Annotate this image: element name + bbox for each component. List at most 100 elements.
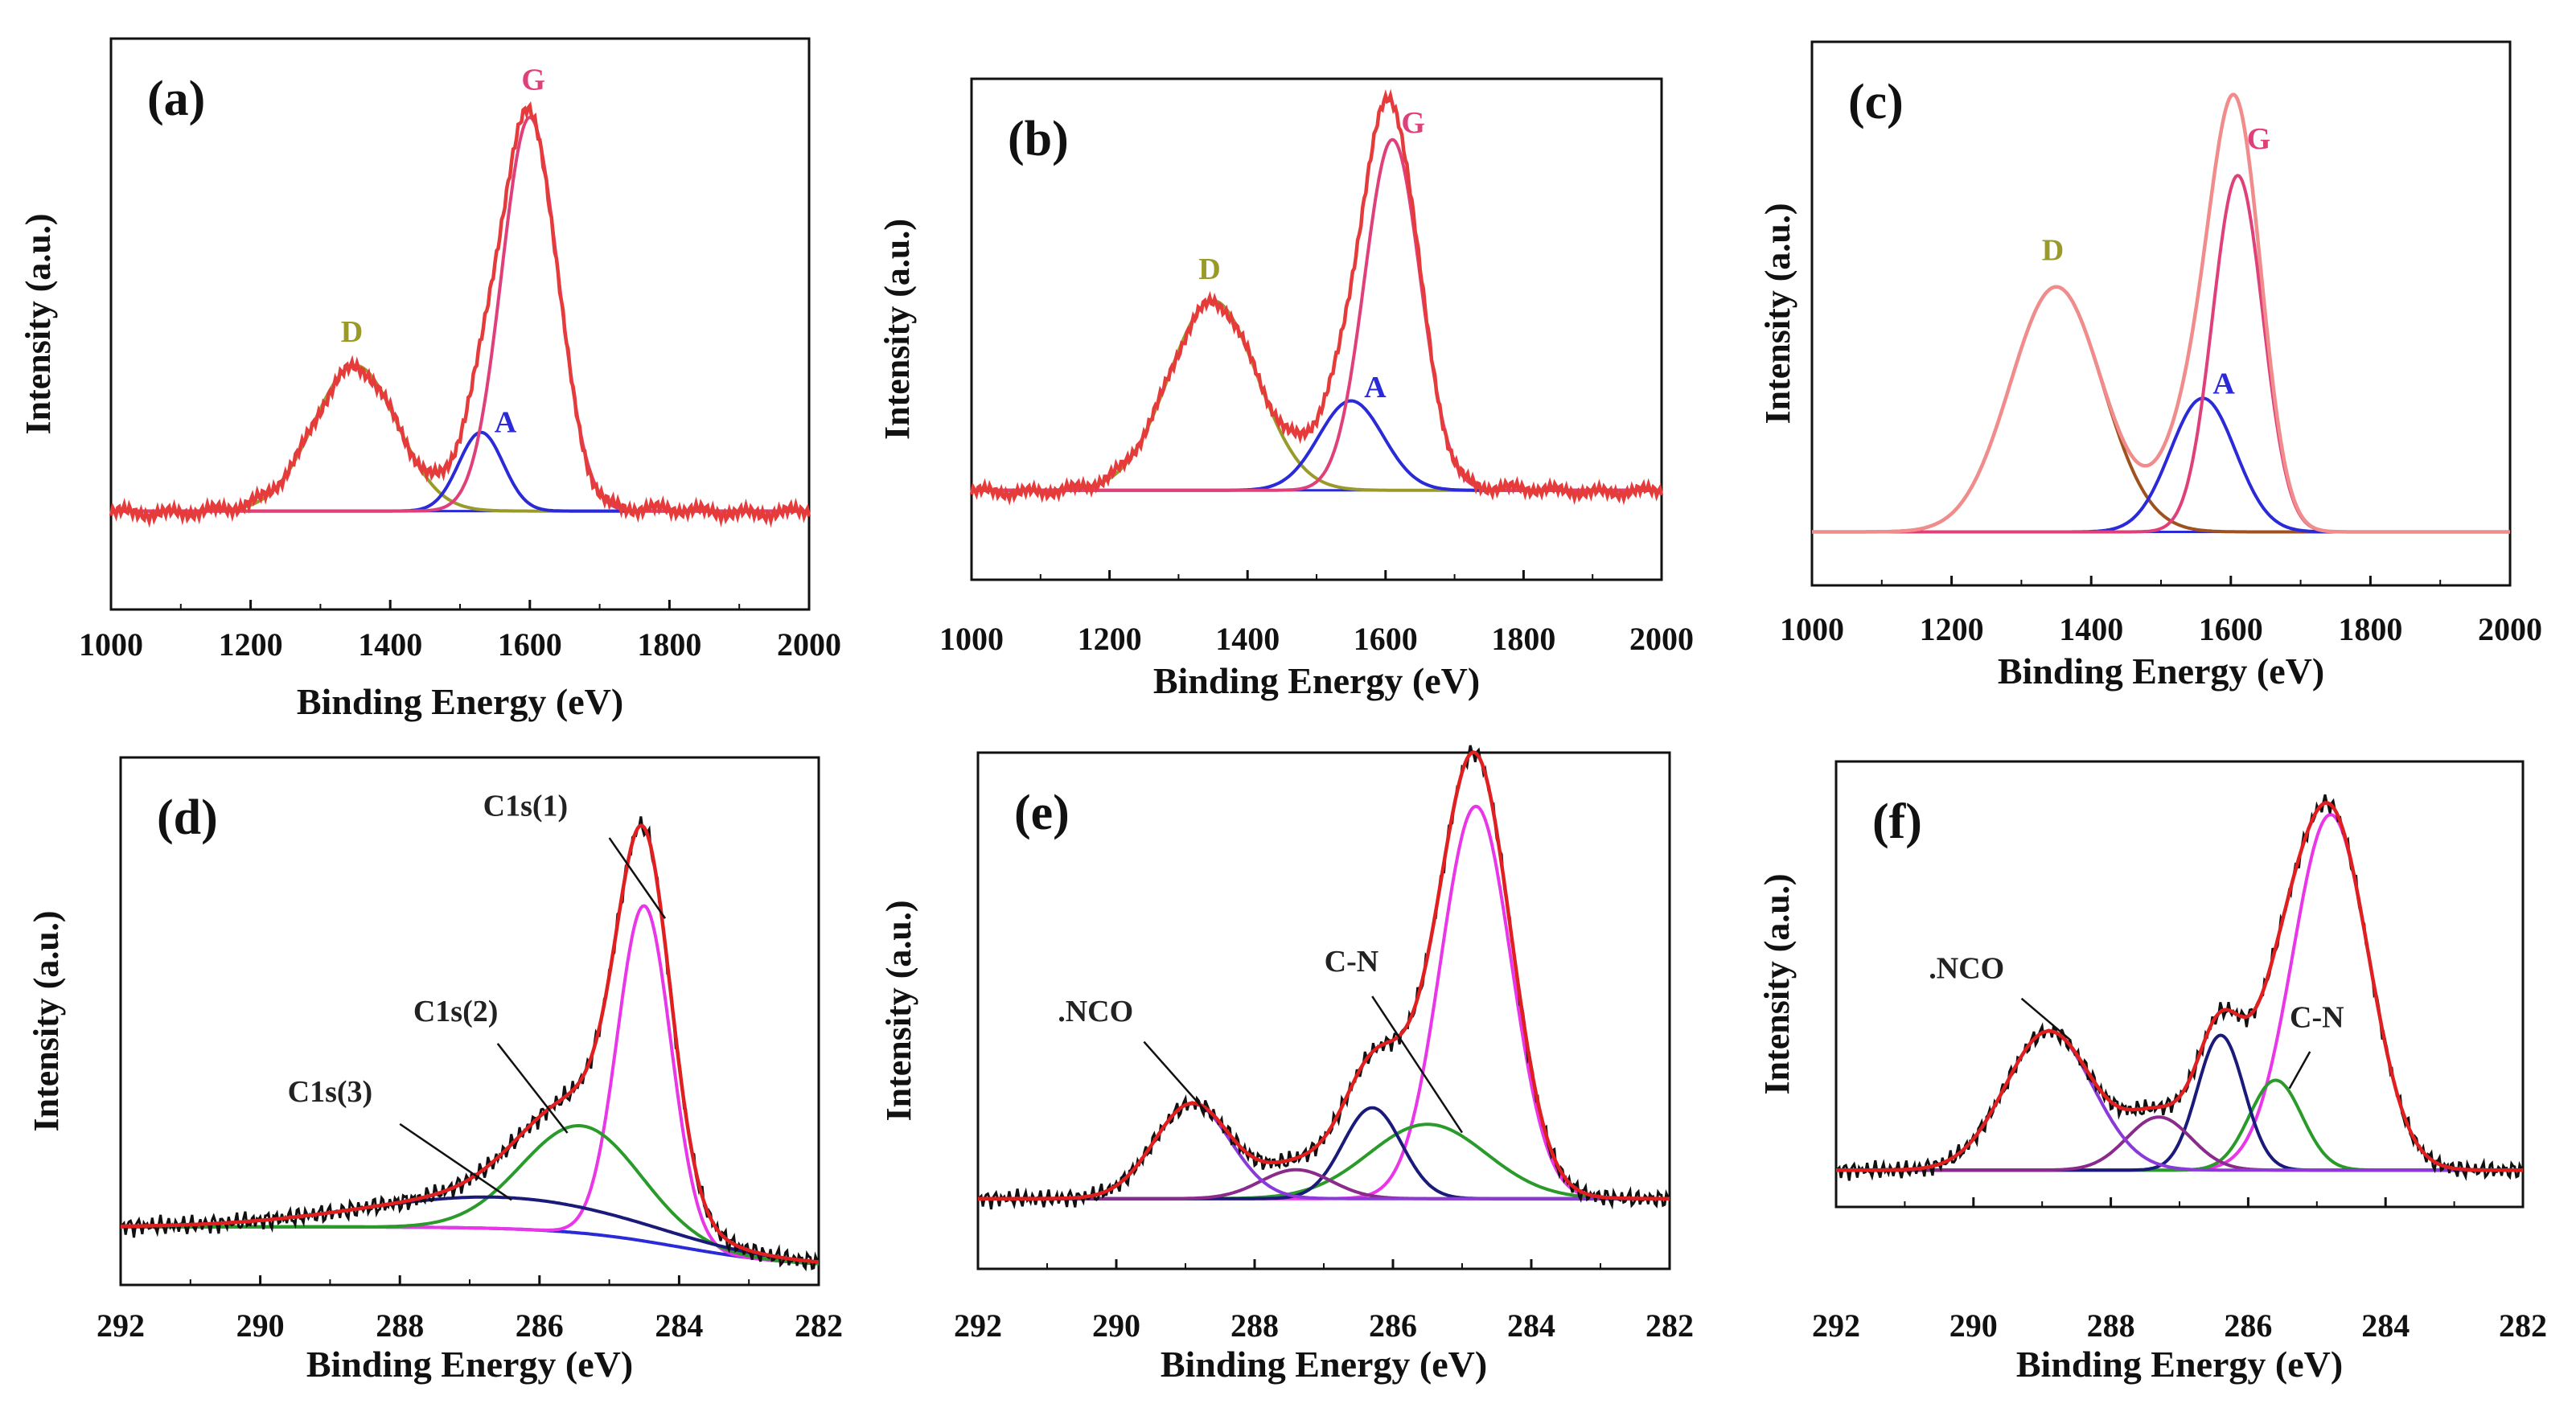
y-axis-label: Intensity (a.u.) [877, 219, 917, 440]
x-axis-label: Binding Energy (eV) [306, 1344, 633, 1385]
plot-frame [1810, 40, 2512, 587]
x-tick-label: 290 [1092, 1307, 1140, 1344]
x-tick-label: 1800 [2338, 611, 2402, 647]
curves [120, 816, 820, 1272]
curves [109, 101, 811, 528]
x-tick-label: 2000 [1629, 621, 1694, 657]
annotation-leader [496, 1043, 569, 1134]
x-axis-label: Binding Energy (eV) [2016, 1344, 2343, 1385]
peak-label: C1s(1) [483, 789, 569, 823]
x-tick-label: 286 [516, 1307, 564, 1344]
raw-data-line [1835, 794, 2525, 1181]
raw-data-line [120, 816, 820, 1272]
envelope-line [121, 823, 820, 1264]
peak-label: D [1198, 252, 1220, 286]
panel-a: 1000 1200 1400 1600 1800 2000 Binding Energy (… [18, 37, 841, 722]
y-axis-label: Intensity (a.u.) [1758, 203, 1797, 424]
x-tick-label: 1000 [1780, 611, 1844, 647]
x-tick-label: 1800 [1491, 621, 1555, 657]
peak-d [972, 298, 1662, 492]
x-tick-label: 1600 [1354, 621, 1418, 657]
x-tick-label: 1200 [219, 626, 283, 663]
envelope-line [969, 88, 1664, 506]
panel-d: 292 290 288 286 284 282 Binding Energy (eV) Int… [27, 756, 843, 1385]
x-tick-label: 1400 [1215, 621, 1280, 657]
panel-label: (e) [1014, 786, 1070, 840]
peak-g [111, 115, 809, 513]
envelope-line [978, 750, 1670, 1201]
panel-label: (c) [1848, 75, 1904, 129]
annotation-leader [399, 1123, 512, 1201]
curves [977, 745, 1671, 1210]
curves [1812, 92, 2510, 534]
x-tick-label: 2000 [2478, 611, 2542, 647]
annotation-leader [1371, 995, 1464, 1134]
peak-label: C-N [2290, 1000, 2344, 1034]
y-axis-label: Intensity (a.u.) [879, 900, 918, 1121]
peak-label: A [495, 406, 517, 440]
x-tick-label: 1000 [939, 621, 1004, 657]
panel-label: (f) [1872, 794, 1922, 849]
annotation-leader [1143, 1040, 1207, 1113]
x-tick-label: 1600 [498, 626, 562, 663]
x-tick-label: 292 [97, 1307, 145, 1344]
peak-c1 [1836, 813, 2523, 1172]
panel-label: (a) [147, 72, 205, 126]
x-tick-label: 290 [236, 1307, 285, 1344]
peak-a [111, 430, 809, 513]
annotation-leader [2288, 1051, 2311, 1090]
y-axis-label: Intensity (a.u.) [18, 213, 58, 434]
x-tick-label: 1400 [2059, 611, 2123, 647]
envelope-line [109, 101, 811, 528]
panel-b: 1000 1200 1400 1600 1800 2000 Binding Energy (… [877, 77, 1694, 701]
x-tick-label: 2000 [777, 626, 841, 663]
peak-label: .NCO [1929, 951, 2004, 985]
x-tick-label: 284 [2361, 1307, 2410, 1344]
peak-label: A [1364, 371, 1387, 404]
x-tick-label: 288 [2087, 1307, 2135, 1344]
peak-label: C1s(2) [413, 995, 499, 1028]
x-tick-label: 282 [1645, 1307, 1694, 1344]
peak-d [1812, 285, 2510, 534]
x-tick-label: 284 [1507, 1307, 1555, 1344]
envelope-line [1836, 801, 2523, 1172]
peak-label: D [341, 315, 363, 349]
y-axis-label: Intensity (a.u.) [27, 910, 66, 1131]
peak-label: D [2042, 234, 2064, 268]
x-tick-label: 282 [795, 1307, 843, 1344]
x-tick-label: 286 [1369, 1307, 1417, 1344]
x-tick-label: 288 [376, 1307, 424, 1344]
panel-e: 292 290 288 286 284 282 Binding Energy (eV) Int… [879, 745, 1694, 1385]
peak-label: C1s(3) [288, 1075, 373, 1109]
peak-label: C-N [1325, 945, 1379, 979]
x-tick-label: 1600 [2199, 611, 2263, 647]
panel-label: (b) [1008, 112, 1069, 166]
peak-label: G [2247, 122, 2271, 156]
raw-data-line [977, 745, 1671, 1210]
x-tick-label: 292 [1812, 1307, 1860, 1344]
plot-frame [970, 77, 1663, 581]
x-tick-label: 290 [1949, 1307, 1998, 1344]
peak-label: G [521, 64, 545, 97]
x-axis-label: Binding Energy (eV) [1153, 660, 1480, 701]
x-axis-label: Binding Energy (eV) [1161, 1344, 1487, 1385]
x-tick-label: 282 [2499, 1307, 2547, 1344]
curves [969, 88, 1664, 506]
x-tick-label: 288 [1230, 1307, 1279, 1344]
x-axis-label: Binding Energy (eV) [1998, 651, 2324, 692]
x-tick-label: 292 [954, 1307, 1002, 1344]
x-tick-label: 1000 [79, 626, 143, 663]
y-axis-label: Intensity (a.u.) [1757, 873, 1797, 1094]
x-tick-label: 286 [2224, 1307, 2272, 1344]
curves [1835, 794, 2525, 1181]
peak-label: A [2212, 367, 2235, 401]
panel-f: 292 290 288 286 284 282 Binding Energy (eV) Int… [1757, 760, 2547, 1385]
annotation-leader [2020, 997, 2071, 1040]
peak-label: .NCO [1058, 995, 1133, 1028]
envelope-line [1812, 92, 2510, 534]
panel-c: 1000 1200 1400 1600 1800 2000 Binding Energy (… [1758, 40, 2542, 692]
peak-c1s-2- [121, 1124, 820, 1266]
x-axis-label: Binding Energy (eV) [297, 681, 623, 722]
x-tick-label: 1400 [358, 626, 422, 663]
